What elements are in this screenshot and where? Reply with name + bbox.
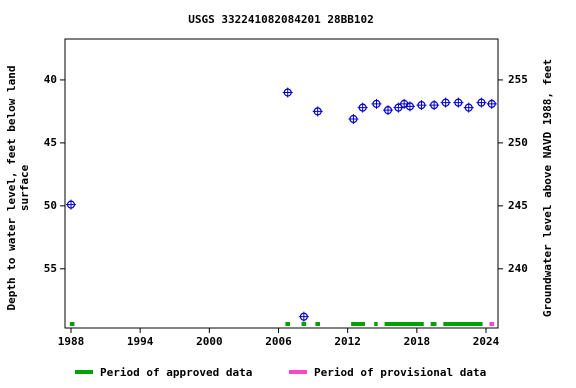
x-tick-label: 2006 (265, 335, 292, 348)
data-point (298, 311, 309, 322)
y2-axis-label: Groundwater level above NAVD 1988, feet (541, 59, 554, 317)
point-cross (416, 100, 427, 111)
x-tick-label: 2012 (334, 335, 361, 348)
point-cross (476, 97, 487, 108)
period-bar (351, 322, 365, 326)
x-tick-label: 2024 (473, 335, 500, 348)
point-cross (65, 199, 76, 210)
data-point (453, 97, 464, 108)
data-point (282, 87, 293, 98)
data-point (348, 113, 359, 124)
point-cross (298, 311, 309, 322)
y-tick-label: 40 (44, 73, 57, 86)
point-cross (404, 101, 415, 112)
data-point (383, 105, 394, 116)
period-bar (443, 322, 483, 326)
data-point (429, 100, 440, 111)
period-bar (285, 322, 291, 326)
point-cross (393, 102, 404, 113)
point-cross (383, 105, 394, 116)
data-point (371, 98, 382, 109)
period-bar (430, 322, 437, 326)
legend-label: Period of provisional data (314, 366, 486, 379)
period-bar (489, 322, 495, 326)
point-cross (371, 98, 382, 109)
point-cross (453, 97, 464, 108)
data-point (404, 101, 415, 112)
data-point (440, 97, 451, 108)
data-point (476, 97, 487, 108)
plot-frame (64, 38, 499, 329)
y-tick-label: 55 (44, 262, 57, 275)
point-cross (348, 113, 359, 124)
y2-tick-label: 250 (508, 136, 528, 149)
x-tick-label: 2000 (196, 335, 223, 348)
point-cross (429, 100, 440, 111)
point-cross (440, 97, 451, 108)
data-point (463, 102, 474, 113)
point-cross (312, 106, 323, 117)
point-cross (357, 102, 368, 113)
chart-title: USGS 332241082084201 28BB102 (188, 13, 373, 26)
period-bar (301, 322, 307, 326)
x-tick-label: 1988 (58, 335, 85, 348)
y2-tick-label: 255 (508, 73, 528, 86)
point-cross (463, 102, 474, 113)
period-bar (69, 322, 75, 326)
point-cross (282, 87, 293, 98)
y2-tick-label: 240 (508, 262, 528, 275)
y-axis-label: surface (18, 164, 31, 211)
data-point (416, 100, 427, 111)
data-point (357, 102, 368, 113)
period-bar (315, 322, 321, 326)
y-tick-label: 50 (44, 199, 57, 212)
y-axis-label: Depth to water level, feet below land (5, 65, 18, 310)
data-point (393, 102, 404, 113)
y-tick-label: 45 (44, 136, 57, 149)
point-cross (486, 98, 497, 109)
legend-label: Period of approved data (100, 366, 252, 379)
data-point (312, 106, 323, 117)
x-tick-label: 2018 (404, 335, 431, 348)
x-tick-label: 1994 (127, 335, 154, 348)
y2-tick-label: 245 (508, 199, 528, 212)
data-point (65, 199, 76, 210)
data-point (486, 98, 497, 109)
period-bar (384, 322, 424, 326)
period-bar (374, 322, 378, 326)
